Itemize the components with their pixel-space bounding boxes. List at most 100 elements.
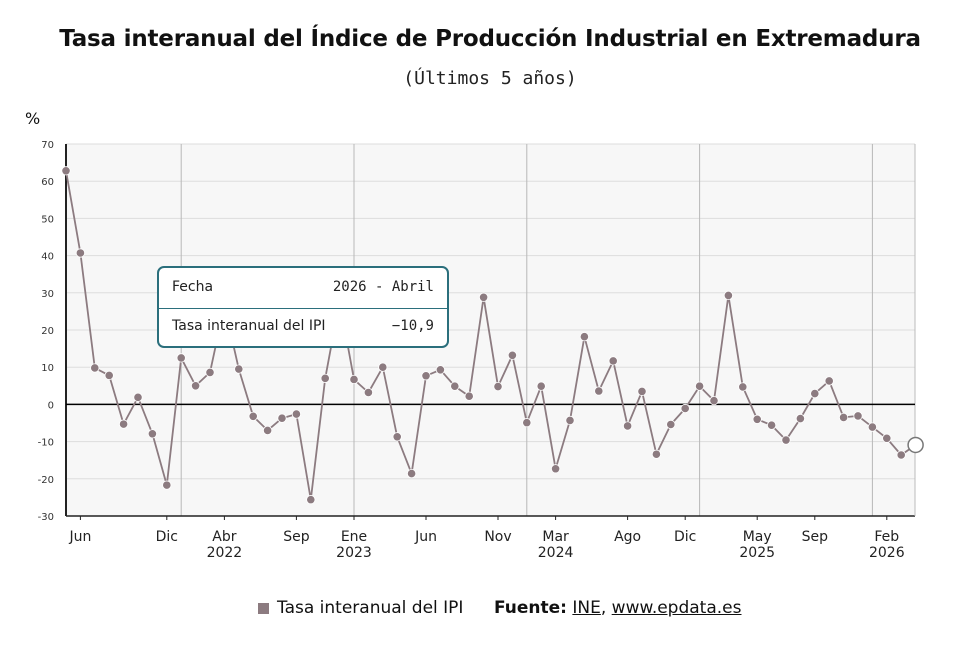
data-point[interactable] [507, 350, 518, 360]
data-point[interactable] [781, 435, 791, 445]
data-point[interactable] [896, 450, 906, 460]
source-link-epdata[interactable]: www.epdata.es [611, 598, 742, 618]
data-point[interactable] [75, 248, 86, 258]
data-point[interactable] [291, 409, 301, 419]
data-point[interactable] [838, 412, 849, 423]
data-point[interactable] [795, 413, 806, 424]
data-point[interactable] [666, 419, 676, 430]
source-credit: Fuente: INE, www.epdata.es [494, 598, 742, 618]
y-axis-unit-label: % [25, 109, 41, 128]
y-tick-label: -20 [38, 475, 54, 486]
data-point[interactable] [594, 386, 604, 396]
data-point[interactable] [435, 365, 445, 375]
data-point[interactable] [867, 422, 878, 432]
x-tick-label: May [743, 529, 772, 545]
data-point[interactable] [493, 381, 503, 392]
data-point[interactable] [622, 421, 633, 431]
x-tick-year-label: 2024 [538, 545, 574, 561]
data-point[interactable] [378, 362, 388, 372]
chart-legend[interactable]: Tasa interanual del IPI [258, 598, 463, 618]
data-point[interactable] [824, 376, 834, 386]
data-point[interactable] [363, 387, 373, 398]
data-point[interactable] [522, 418, 532, 428]
x-tick-year-label: 2023 [336, 545, 372, 561]
x-tick-label: Jun [68, 529, 91, 545]
data-point[interactable] [147, 429, 157, 439]
x-tick-label: Dic [674, 529, 696, 545]
legend-label: Tasa interanual del IPI [277, 598, 464, 618]
y-tick-label: 0 [48, 400, 54, 411]
data-point[interactable] [392, 432, 402, 442]
tooltip-series-value: −10,9 [391, 318, 434, 334]
data-point[interactable] [651, 449, 662, 459]
data-point[interactable] [680, 403, 690, 414]
data-point[interactable] [248, 411, 258, 421]
chart-subtitle: (Últimos 5 años) [403, 68, 577, 89]
data-point[interactable] [637, 386, 647, 396]
data-point[interactable] [550, 464, 561, 474]
x-tick-label: Dic [156, 529, 178, 545]
x-tick-label: Mar [542, 529, 569, 545]
data-point[interactable] [406, 468, 417, 479]
data-tooltip: Fecha 2026 - Abril Tasa interanual del I… [157, 266, 449, 348]
data-point[interactable] [262, 425, 273, 436]
data-point[interactable] [464, 391, 474, 401]
data-point[interactable] [608, 356, 618, 366]
data-point[interactable] [766, 420, 777, 430]
data-point[interactable] [450, 381, 460, 391]
data-point[interactable] [421, 371, 431, 381]
y-tick-label: -10 [38, 438, 54, 449]
y-tick-label: 60 [41, 177, 54, 188]
tooltip-date-label: Fecha [172, 279, 214, 295]
data-point[interactable] [882, 433, 892, 443]
y-tick-label: 20 [41, 326, 54, 337]
y-tick-label: 50 [41, 214, 54, 225]
data-point[interactable] [234, 364, 244, 374]
y-tick-label: 10 [41, 363, 54, 374]
x-tick-label: Abr [212, 529, 236, 545]
data-point[interactable] [162, 480, 172, 490]
source-separator: , [600, 598, 607, 618]
tooltip-divider [159, 308, 447, 309]
x-tick-label: Jun [414, 529, 437, 545]
tooltip-date-value: 2026 - Abril [332, 279, 434, 295]
y-tick-label: -30 [38, 512, 54, 523]
x-tick-label: Ene [341, 529, 367, 545]
data-point[interactable] [349, 374, 359, 385]
x-tick-label: Feb [874, 529, 899, 545]
data-point[interactable] [738, 382, 748, 392]
legend-swatch [258, 602, 269, 614]
data-point[interactable] [90, 363, 100, 373]
data-point[interactable] [191, 381, 201, 391]
data-point[interactable] [176, 353, 186, 363]
data-point[interactable] [579, 332, 590, 342]
data-point-highlighted[interactable] [907, 436, 924, 454]
source-link-ine[interactable]: INE [572, 598, 601, 618]
data-point[interactable] [694, 381, 705, 391]
data-point[interactable] [709, 396, 719, 406]
source-prefix: Fuente: [494, 598, 567, 618]
data-point[interactable] [810, 389, 820, 399]
x-tick-label: Sep [802, 529, 829, 545]
data-point[interactable] [853, 411, 863, 421]
data-point[interactable] [565, 415, 575, 425]
tooltip-series-label: Tasa interanual del IPI [172, 318, 326, 334]
data-point[interactable] [306, 495, 316, 505]
chart-title: Tasa interanual del Índice de Producción… [59, 26, 921, 52]
data-point[interactable] [723, 290, 734, 301]
data-point[interactable] [536, 381, 546, 391]
x-tick-year-label: 2026 [869, 545, 905, 561]
data-point[interactable] [104, 370, 114, 380]
data-point[interactable] [205, 367, 215, 378]
data-point[interactable] [61, 166, 71, 176]
y-tick-label: 30 [41, 289, 54, 300]
data-point[interactable] [320, 373, 330, 383]
data-point[interactable] [478, 292, 489, 302]
data-point[interactable] [133, 392, 143, 402]
data-point[interactable] [119, 419, 129, 429]
data-point[interactable] [752, 414, 762, 424]
x-tick-year-label: 2022 [207, 545, 243, 561]
x-tick-year-label: 2025 [739, 545, 775, 561]
data-point[interactable] [277, 413, 287, 423]
